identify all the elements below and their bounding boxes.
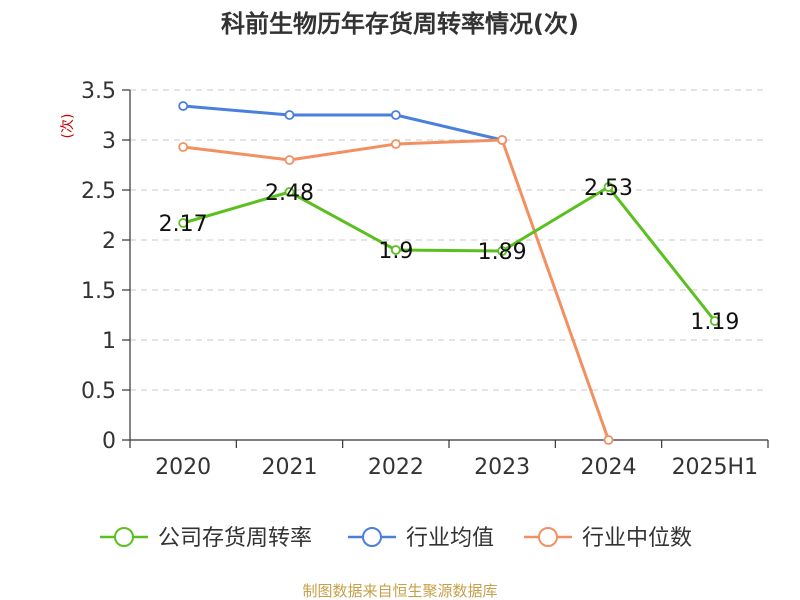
data-point <box>284 187 295 197</box>
data-label: 2.17 <box>159 212 208 237</box>
data-point <box>390 245 401 255</box>
x-tick-label-2022: 2022 <box>368 455 424 480</box>
legend-marker-0 <box>114 527 134 547</box>
y-axis-label: (次) <box>60 114 76 139</box>
data-point <box>178 142 189 152</box>
x-tick-label-2023: 2023 <box>474 455 530 480</box>
legend-label-1: 行业均值 <box>406 526 494 551</box>
y-tick-label: 1 <box>102 329 116 354</box>
data-point <box>497 246 508 256</box>
grid-lines <box>130 89 768 391</box>
data-label: 1.9 <box>378 239 413 264</box>
x-tick-label-2020: 2020 <box>155 455 211 480</box>
y-tick-label: 3 <box>102 129 116 154</box>
series-line-1 <box>183 104 503 142</box>
data-label: 2.53 <box>584 176 633 201</box>
data-point <box>178 101 189 111</box>
data-point <box>709 316 720 326</box>
legend-marker-1 <box>362 527 382 547</box>
x-tick-label-2025H1: 2025H1 <box>672 455 759 480</box>
y-tick-label: 2 <box>102 229 116 254</box>
data-point <box>603 435 614 445</box>
y-tick-label: 1.5 <box>81 279 116 304</box>
data-point <box>178 218 189 228</box>
legend-label-2: 行业中位数 <box>582 526 692 551</box>
x-tick-label-2021: 2021 <box>262 455 318 480</box>
data-point <box>390 110 401 120</box>
legend-marker-2 <box>538 527 558 547</box>
y-tick-label: 0 <box>102 429 116 454</box>
y-tick-label: 3.5 <box>81 79 116 104</box>
data-point <box>603 182 614 192</box>
data-labels: 2.17 2.48 1.9 1.89 2.53 1.19 <box>159 176 740 335</box>
data-point <box>284 110 295 120</box>
series-line-0 <box>182 185 717 322</box>
x-tick-label-2024: 2024 <box>581 455 637 480</box>
chart-title: 科前生物历年存货周转率情况(次) <box>221 10 579 38</box>
data-point <box>390 139 401 149</box>
data-label: 1.19 <box>690 310 739 335</box>
data-point <box>284 155 295 165</box>
data-point <box>497 135 508 145</box>
source-note: 制图数据来自恒生聚源数据库 <box>302 582 497 600</box>
data-label: 1.89 <box>478 240 527 265</box>
data-label: 2.48 <box>265 181 314 206</box>
legend-label-0: 公司存货周转率 <box>158 526 312 551</box>
y-tick-label: 0.5 <box>81 379 116 404</box>
legend: 公司存货周转率 行业均值 行业中位数 <box>100 526 692 551</box>
series-group <box>178 101 720 445</box>
y-tick-label: 2.5 <box>81 179 116 204</box>
